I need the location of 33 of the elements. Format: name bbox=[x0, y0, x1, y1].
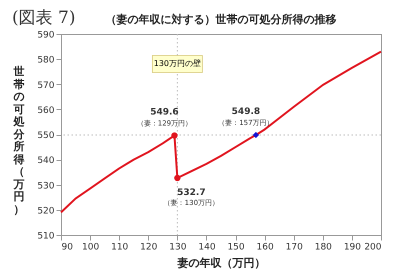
y-tick-label: 560 bbox=[37, 106, 55, 116]
y-tick-label: 550 bbox=[37, 131, 55, 141]
line-series bbox=[60, 50, 382, 214]
annotation: 532.7 bbox=[177, 188, 206, 198]
ref-line-label: 130万円の壁 bbox=[154, 59, 202, 68]
x-axis-title: 妻の年収（万円） bbox=[176, 256, 266, 270]
y-tick-label: 570 bbox=[37, 80, 55, 91]
annotation: 549.8 bbox=[232, 107, 260, 118]
x-tick-label: 110 bbox=[111, 242, 129, 252]
x-tick-label: 160 bbox=[256, 242, 274, 252]
point bbox=[252, 132, 260, 138]
chart-title: (図表 7) bbox=[12, 7, 76, 29]
annotation: 549.6 bbox=[150, 108, 179, 118]
point bbox=[174, 174, 181, 182]
y-tick-label: 530 bbox=[37, 181, 55, 192]
point bbox=[171, 132, 178, 139]
y-tick-label: 540 bbox=[37, 156, 55, 166]
x-tick-label: 170 bbox=[286, 242, 304, 252]
y-tick-label: 510 bbox=[37, 232, 55, 242]
y-tick-label: 520 bbox=[37, 206, 55, 216]
x-tick-label: 90 bbox=[62, 242, 74, 252]
x-tick-label: 180 bbox=[314, 242, 332, 252]
y-tick-label: 580 bbox=[37, 56, 55, 66]
x-tick-label: 200 bbox=[364, 242, 382, 252]
text: 世帯の可処分所得（万円） bbox=[14, 65, 24, 216]
x-tick-label: 150 bbox=[227, 242, 245, 252]
chart-subtitle: （妻の年収に対する）世帯の可処分所得の推移 bbox=[106, 13, 336, 26]
x-tick-label: 140 bbox=[198, 242, 216, 252]
x-tick-label: 100 bbox=[82, 242, 100, 252]
x-tick-label: 120 bbox=[140, 242, 158, 252]
x-tick-label: 190 bbox=[344, 242, 362, 252]
x-tick-label: 130 bbox=[169, 242, 187, 252]
y-tick-label: 590 bbox=[37, 30, 55, 40]
